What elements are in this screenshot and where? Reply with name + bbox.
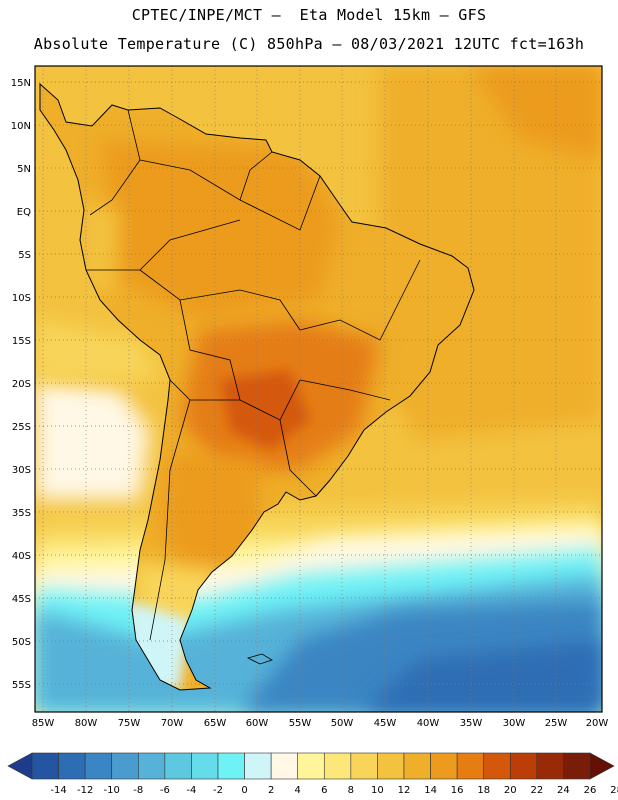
falkland-islands (246, 653, 273, 665)
lon-label: 80W (75, 718, 98, 729)
colorbar-label: -14 (50, 785, 66, 796)
lon-label: 35W (460, 718, 483, 729)
colorbar-arrow-low (7, 752, 33, 780)
lon-label: 25W (545, 718, 568, 729)
colorbar-label: 4 (295, 785, 301, 796)
temperature-field (35, 66, 602, 712)
colorbar-label: -2 (213, 785, 223, 796)
colorbar-label: 14 (424, 785, 437, 796)
lon-label: 45W (374, 718, 397, 729)
title-line-1: CPTEC/INPE/MCT – Eta Model 15km – GFS (131, 6, 487, 24)
colorbar-swatch (403, 752, 431, 780)
lon-label: 60W (246, 718, 269, 729)
colorbar-label: 18 (477, 785, 490, 796)
colorbar-label: 10 (371, 785, 384, 796)
lat-label: 50S (12, 637, 31, 648)
colorbar: -14 -12 -10 -8 -6 -4 -2 0 2 4 6 8 10 12 14 16 18 20 22 24 26… (7, 752, 618, 796)
lon-label: 55W (289, 718, 312, 729)
coastline (39, 82, 475, 691)
lon-label: 75W (118, 718, 141, 729)
lat-label: 10S (12, 293, 31, 304)
colorbar-label: 26 (584, 785, 597, 796)
colorbar-swatch (84, 752, 113, 780)
colorbar-swatch (244, 752, 272, 780)
lon-label: 70W (161, 718, 184, 729)
lon-label: 40W (417, 718, 440, 729)
colorbar-swatch (323, 752, 352, 780)
colorbar-swatch (217, 752, 245, 780)
lat-label: 55S (12, 680, 31, 691)
lat-label: 35S (12, 508, 31, 519)
colorbar-swatch (509, 752, 538, 780)
colorbar-arrow-high (589, 752, 615, 780)
colorbar-swatch (456, 752, 485, 780)
colorbar-swatch (430, 752, 458, 780)
title-line-2: Absolute Temperature (C) 850hPa – 08/03/… (33, 35, 585, 53)
lat-label: 40S (12, 551, 31, 562)
colorbar-swatch (58, 752, 86, 780)
colorbar-swatch (377, 752, 405, 780)
lat-label: EQ (17, 207, 31, 218)
lon-label: 65W (204, 718, 227, 729)
colorbar-swatch (31, 752, 59, 780)
lat-label: 30S (12, 465, 31, 476)
colorbar-swatch (297, 752, 325, 780)
lat-label: 25S (12, 422, 31, 433)
colorbar-swatch (191, 752, 219, 780)
colorbar-label: 22 (530, 785, 543, 796)
country-borders (86, 109, 421, 641)
colorbar-label: 2 (268, 785, 274, 796)
lon-label: 85W (32, 718, 55, 729)
colorbar-swatch (563, 752, 591, 780)
colorbar-label: 28 (610, 785, 618, 796)
lat-label: 5S (18, 250, 31, 261)
colorbar-label: 12 (398, 785, 411, 796)
lat-label: 15S (12, 336, 31, 347)
colorbar-swatch (536, 752, 564, 780)
colorbar-swatch (483, 752, 511, 780)
lon-label: 30W (503, 718, 526, 729)
lon-label: 50W (331, 718, 354, 729)
lon-label: 20W (586, 718, 609, 729)
colorbar-label: 8 (348, 785, 354, 796)
colorbar-label: 24 (557, 785, 570, 796)
colorbar-label: 6 (321, 785, 327, 796)
lon-axis: 85W 80W 75W 70W 65W 60W 55W 50W 45W 40W … (32, 718, 609, 729)
colorbar-label: -8 (133, 785, 143, 796)
lat-axis: 15N 10N 5N EQ 5S 10S 15S 20S 25S 30S 35S… (11, 78, 31, 691)
colorbar-label: -10 (104, 785, 120, 796)
lat-label: 20S (12, 379, 31, 390)
colorbar-label: 16 (451, 785, 464, 796)
colorbar-label: -4 (186, 785, 196, 796)
colorbar-label: 0 (241, 785, 247, 796)
lat-label: 45S (12, 594, 31, 605)
graticule (35, 66, 602, 712)
lat-label: 15N (11, 78, 31, 89)
colorbar-swatch (350, 752, 378, 780)
colorbar-swatch (164, 752, 192, 780)
map-frame (34, 65, 603, 713)
lat-label: 5N (17, 164, 31, 175)
colorbar-swatch (137, 752, 166, 780)
colorbar-swatch (270, 752, 299, 780)
colorbar-label: -6 (160, 785, 170, 796)
lat-label: 10N (11, 121, 31, 132)
colorbar-label: -12 (77, 785, 93, 796)
colorbar-label: 20 (504, 785, 517, 796)
colorbar-swatch (111, 752, 139, 780)
